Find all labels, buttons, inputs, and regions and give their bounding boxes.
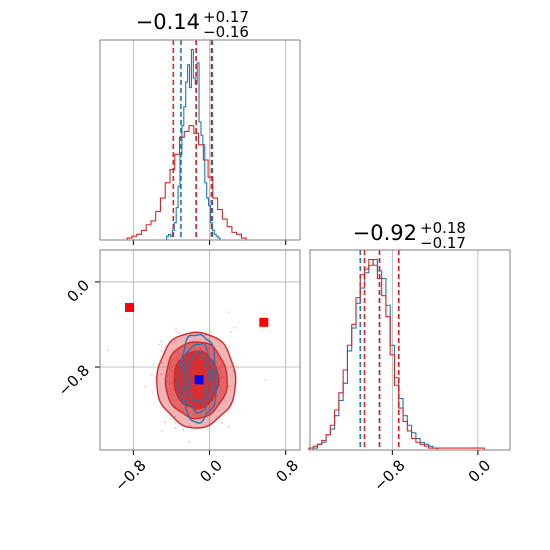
- joint-sample-point: [164, 345, 167, 347]
- hist1-series-1: [126, 125, 247, 240]
- joint-sample-point: [228, 425, 230, 428]
- joint-sample-point: [215, 416, 218, 419]
- joint-xtick-label-1: 0.0: [196, 456, 226, 486]
- joint-sample-point: [228, 385, 231, 388]
- joint-sample-point: [162, 361, 165, 364]
- joint-sample-point: [189, 425, 192, 428]
- hist2-xtick-label-0: −0.8: [370, 456, 408, 494]
- joint-sample-point: [164, 421, 166, 423]
- joint-sample-point: [174, 427, 177, 430]
- joint-sample-point: [224, 400, 227, 403]
- joint-marker-1: [259, 317, 269, 327]
- joint-sample-point: [151, 374, 153, 376]
- hist2-frame: [309, 249, 511, 451]
- joint-sample-point: [264, 378, 267, 381]
- joint-xtick-label-0: −0.8: [111, 456, 149, 494]
- param2-title-lower: −0.17: [420, 234, 466, 252]
- joint-sample-point: [230, 331, 232, 334]
- joint-sample-point: [160, 373, 163, 376]
- hist2-series-1: [308, 258, 485, 450]
- joint-sample-point: [161, 429, 163, 432]
- joint-sample-point: [152, 362, 155, 365]
- joint-blue-contour-1: [182, 342, 214, 415]
- joint-sample-point: [182, 429, 185, 431]
- joint-sample-point: [160, 340, 163, 343]
- param2-title: −0.92: [353, 221, 417, 245]
- joint-sample-point: [220, 421, 223, 424]
- joint-blue-contour-0: [186, 350, 210, 404]
- joint-marker-0: [125, 302, 135, 312]
- joint-sample-point: [174, 340, 177, 342]
- joint-sample-point: [234, 365, 237, 367]
- joint-ytick-label-1: −0.8: [55, 361, 93, 399]
- joint-marker-2: [194, 375, 204, 385]
- joint-sample-point: [237, 366, 239, 369]
- param1-title-lower: −0.16: [203, 23, 249, 41]
- hist1-series-0: [166, 48, 221, 240]
- joint-sample-point: [107, 349, 110, 352]
- joint-contour-panel: −0.8 0.0 0.8 0.0 −0.8: [55, 249, 303, 495]
- joint-xtick-label-2: 0.8: [273, 456, 303, 486]
- joint-sample-point: [232, 370, 235, 373]
- hist2-series-0: [312, 258, 438, 450]
- joint-ytick-label-0: 0.0: [63, 276, 93, 306]
- param1-title-upper: +0.17: [203, 8, 249, 26]
- param1-title: −0.14: [136, 10, 200, 34]
- hist1-frame: [99, 39, 301, 241]
- joint-sample-point: [160, 350, 163, 352]
- joint-sample-point: [151, 391, 154, 394]
- joint-sample-point: [158, 343, 161, 346]
- param2-histogram-panel: −0.8 0.0: [308, 249, 511, 495]
- joint-sample-point: [217, 409, 220, 412]
- joint-sample-point: [144, 385, 146, 388]
- param2-title-upper: +0.18: [420, 219, 466, 237]
- joint-sample-point: [175, 327, 177, 330]
- joint-sample-point: [188, 441, 190, 443]
- joint-sample-point: [233, 326, 236, 329]
- joint-sample-point: [177, 331, 180, 334]
- hist2-xtick-label-1: 0.0: [465, 456, 495, 486]
- joint-frame: [99, 249, 301, 451]
- joint-blue-contour-2: [178, 333, 218, 424]
- param1-histogram-panel: [99, 39, 301, 245]
- joint-sample-point: [174, 421, 177, 424]
- joint-sample-point: [174, 415, 177, 418]
- joint-sample-point: [204, 334, 207, 337]
- joint-sample-point: [228, 311, 230, 314]
